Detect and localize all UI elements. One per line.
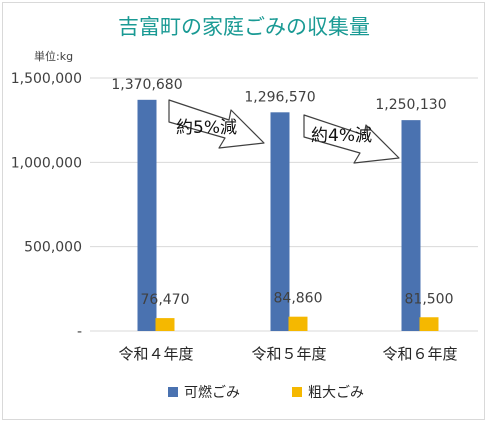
- bars: [137, 99, 439, 331]
- x-tick-label: 令和４年度: [118, 345, 193, 363]
- x-axis-tick-labels: 令和４年度 令和５年度 令和６年度: [118, 345, 457, 363]
- annotation-label: 約5%減: [176, 118, 237, 138]
- data-label-burnable: 1,296,570: [244, 89, 315, 105]
- x-tick-label: 令和６年度: [382, 345, 457, 363]
- y-tick-label: -: [77, 324, 82, 340]
- bar-bulky: [288, 316, 308, 331]
- data-labels: 1,370,680 76,470 1,296,570 84,860 1,250,130 8…: [111, 77, 453, 308]
- legend-label: 可燃ごみ: [184, 384, 240, 401]
- annotation-label: 約4%減: [311, 126, 372, 146]
- y-tick-label: 1,500,000: [11, 71, 82, 87]
- unit-label: 単位:kg: [34, 49, 73, 63]
- data-label-burnable: 1,370,680: [111, 77, 182, 93]
- annotations: 約5%減 約4%減: [168, 99, 400, 164]
- bar-bulky: [155, 318, 175, 331]
- legend-swatch: [292, 387, 302, 397]
- data-label-bulky: 81,500: [405, 291, 454, 307]
- bar-burnable: [401, 120, 421, 331]
- decrease-arrow: [303, 114, 400, 164]
- y-tick-label: 500,000: [24, 240, 82, 256]
- bar-burnable: [137, 99, 157, 331]
- data-label-bulky: 76,470: [141, 292, 190, 308]
- y-axis-tick-labels: - 500,000 1,000,000 1,500,000: [11, 71, 82, 340]
- data-label-bulky: 84,860: [274, 291, 323, 307]
- y-tick-label: 1,000,000: [11, 155, 82, 171]
- data-label-burnable: 1,250,130: [375, 97, 446, 113]
- x-tick-label: 令和５年度: [251, 345, 326, 363]
- bar-burnable: [270, 112, 290, 331]
- legend-swatch: [168, 387, 178, 397]
- chart-title: 吉富町の家庭ごみの収集量: [118, 15, 370, 39]
- bar-bulky: [419, 317, 439, 331]
- legend: 可燃ごみ 粗大ごみ: [168, 384, 364, 401]
- legend-label: 粗大ごみ: [308, 385, 364, 401]
- decrease-arrow: [168, 99, 265, 149]
